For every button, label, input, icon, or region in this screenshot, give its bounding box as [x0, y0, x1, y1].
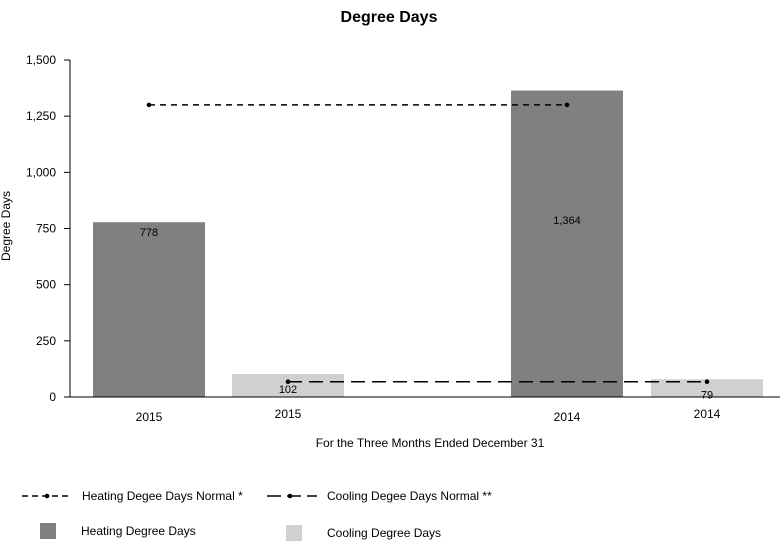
bars: 778 102 1,364 79 [93, 90, 763, 401]
cooling-bar [232, 374, 344, 397]
x-axis: 2015 2015 2014 2014 [70, 396, 780, 424]
bar-data-label: 1,364 [553, 215, 581, 227]
y-tick-label: 1,250 [26, 109, 56, 123]
cooling-bar [651, 379, 763, 397]
y-tick-label: 1,500 [26, 53, 56, 67]
y-tick-label: 0 [49, 390, 56, 404]
x-tick-label: 2014 [554, 410, 581, 424]
bar-data-label: 102 [279, 384, 297, 396]
cooling-normal-point [704, 379, 710, 385]
heating-normal-point [564, 102, 570, 108]
x-axis-label: For the Three Months Ended December 31 [316, 436, 545, 450]
x-tick-label: 2015 [275, 407, 302, 421]
cooling-normal-point [285, 379, 291, 385]
bar-data-label: 79 [701, 389, 713, 401]
heating-normal-point [146, 102, 152, 108]
bar-data-label: 778 [140, 227, 158, 239]
y-tick-label: 500 [36, 278, 56, 292]
y-axis-label: Degree Days [0, 191, 13, 261]
x-tick-label: 2015 [136, 410, 163, 424]
chart-title: Degree Days [341, 9, 438, 26]
normal-lines [146, 102, 710, 385]
x-tick-label: 2014 [694, 407, 721, 421]
y-tick-label: 250 [36, 334, 56, 348]
heating-bar [93, 222, 205, 397]
y-axis: 0 250 500 750 1,000 1,250 1,500 [26, 53, 71, 404]
heating-bar [511, 90, 623, 398]
y-tick-label: 750 [36, 222, 56, 236]
y-tick-label: 1,000 [26, 165, 56, 179]
